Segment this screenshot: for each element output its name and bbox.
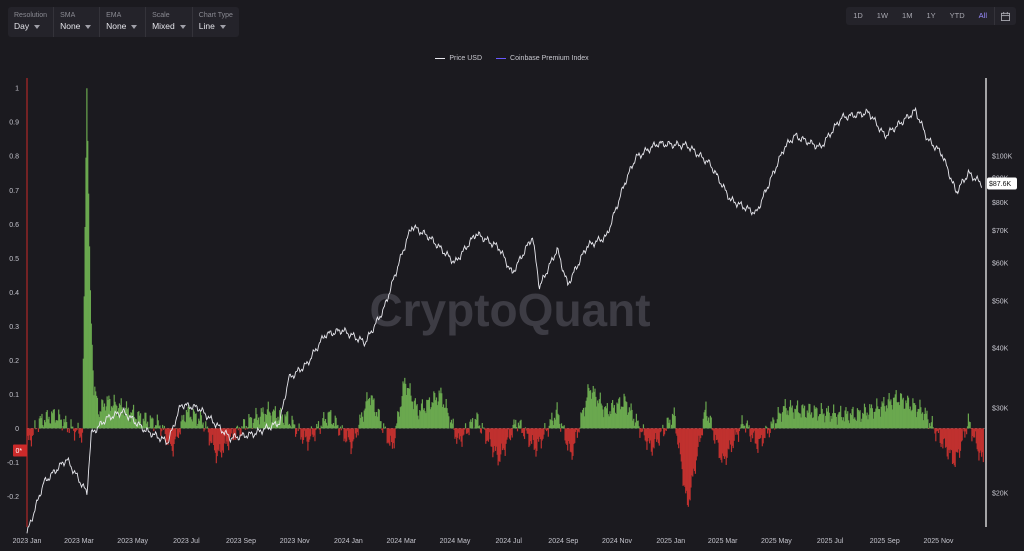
left-tick-label: 0.6 xyxy=(9,222,19,229)
x-tick-label: 2024 Nov xyxy=(602,538,632,545)
left-tick-label: -0.1 xyxy=(7,460,19,467)
chevron-down-icon xyxy=(34,24,41,29)
left-tick-label: 0.2 xyxy=(9,358,19,365)
left-tick-label: 0.7 xyxy=(9,188,19,195)
right-tick-label: $20K xyxy=(992,490,1009,497)
left-tick-label: 0.4 xyxy=(9,290,19,297)
chevron-down-icon xyxy=(179,24,186,29)
legend-label-price: Price USD xyxy=(449,55,483,62)
x-tick-label: 2024 Jan xyxy=(334,538,363,545)
right-tick-label: $70K xyxy=(992,228,1009,235)
scale-label: Scale xyxy=(152,12,170,19)
resolution-label: Resolution xyxy=(14,12,48,19)
x-tick-label: 2025 Jan xyxy=(656,538,685,545)
right-tick-label: $30K xyxy=(992,406,1009,413)
right-tick-label: $60K xyxy=(992,260,1009,267)
chart-type-label: Chart Type xyxy=(198,12,233,19)
right-axis: $100K$90K$80K$70K$60K$50K$40K$30K$20K xyxy=(992,153,1013,497)
left-tick-label: 0.8 xyxy=(9,154,19,161)
price-line xyxy=(26,106,983,534)
chevron-down-icon xyxy=(85,24,92,29)
x-axis: 2023 Jan 2023 Mar 2023 May 2023 Jul 2023 Sep… xyxy=(13,538,954,545)
legend-item-price[interactable]: Price USD xyxy=(435,55,482,62)
chart-type-value: Line xyxy=(198,21,215,31)
range-1d[interactable]: 1D xyxy=(853,11,863,20)
sma-select[interactable]: SMA None xyxy=(54,7,101,37)
ema-select[interactable]: EMA None xyxy=(100,7,147,37)
x-tick-label: 2025 Nov xyxy=(923,538,953,545)
range-1y[interactable]: 1Y xyxy=(926,11,936,20)
chart-legend: Price USD Coinbase Premium Index xyxy=(0,55,1024,62)
price-badge: $87.6K xyxy=(987,177,1017,190)
legend-swatch-premium xyxy=(496,57,507,60)
resolution-value: Day xyxy=(14,21,30,31)
x-tick-label: 2025 Mar xyxy=(708,538,738,545)
sma-label: SMA xyxy=(60,12,76,19)
left-tick-label: 0.1 xyxy=(9,392,19,399)
legend-item-premium[interactable]: Coinbase Premium Index xyxy=(496,55,589,62)
calendar-icon xyxy=(1001,11,1010,21)
left-axis: 1 0.9 0.8 0.7 0.6 0.5 0.4 0.3 0.2 0.1 0 -0.1 -0.2 xyxy=(7,86,19,501)
range-1m[interactable]: 1M xyxy=(902,11,913,20)
x-tick-label: 2025 May xyxy=(761,538,792,545)
premium-bars xyxy=(26,88,984,507)
left-tick-label: 0.9 xyxy=(9,120,19,127)
range-ytd[interactable]: YTD xyxy=(949,11,965,20)
right-tick-label: $40K xyxy=(992,345,1009,352)
ema-label: EMA xyxy=(106,12,122,19)
resolution-select[interactable]: Resolution Day xyxy=(8,7,55,37)
x-tick-label: 2023 Nov xyxy=(280,538,310,545)
ema-value: None xyxy=(106,21,127,31)
x-tick-label: 2023 Jul xyxy=(173,538,200,545)
scale-select[interactable]: Scale Mixed xyxy=(146,7,193,37)
chart-type-select[interactable]: Chart Type Line xyxy=(193,7,239,37)
left-tick-label: 0.3 xyxy=(9,324,19,331)
x-tick-label: 2024 Mar xyxy=(386,538,416,545)
calendar-button[interactable] xyxy=(994,7,1016,25)
left-tick-label: 0 xyxy=(15,426,19,433)
x-tick-label: 2025 Jul xyxy=(817,538,844,545)
left-tick-label: 1 xyxy=(15,86,19,93)
x-tick-label: 2023 Sep xyxy=(226,538,256,545)
left-tick-label: -0.2 xyxy=(7,494,19,501)
x-tick-label: 2025 Sep xyxy=(870,538,900,545)
chart-toolbar: Resolution Day SMA None EMA None Scale M… xyxy=(8,7,239,37)
legend-swatch-price xyxy=(435,57,446,60)
legend-label-premium: Coinbase Premium Index xyxy=(510,55,589,62)
watermark: CryptoQuant xyxy=(369,284,650,336)
chevron-down-icon xyxy=(219,24,226,29)
zero-badge-text: 0* xyxy=(16,448,23,455)
x-tick-label: 2024 May xyxy=(440,538,471,545)
range-selector: 1D 1W 1M 1Y YTD All xyxy=(846,7,1016,25)
price-badge-text: $87.6K xyxy=(989,181,1012,188)
sma-value: None xyxy=(60,21,81,31)
x-tick-label: 2023 Mar xyxy=(64,538,94,545)
x-tick-label: 2023 May xyxy=(117,538,148,545)
zero-badge: 0* xyxy=(13,444,27,457)
right-tick-label: $100K xyxy=(992,153,1013,160)
x-tick-label: 2024 Sep xyxy=(548,538,578,545)
left-tick-label: 0.5 xyxy=(9,256,19,263)
right-tick-label: $50K xyxy=(992,299,1009,306)
x-tick-label: 2024 Jul xyxy=(495,538,522,545)
range-1w[interactable]: 1W xyxy=(876,11,889,20)
right-tick-label: $80K xyxy=(992,200,1009,207)
chevron-down-icon xyxy=(131,24,138,29)
range-all[interactable]: All xyxy=(978,11,987,20)
scale-value: Mixed xyxy=(152,21,175,31)
x-tick-label: 2023 Jan xyxy=(13,538,42,545)
